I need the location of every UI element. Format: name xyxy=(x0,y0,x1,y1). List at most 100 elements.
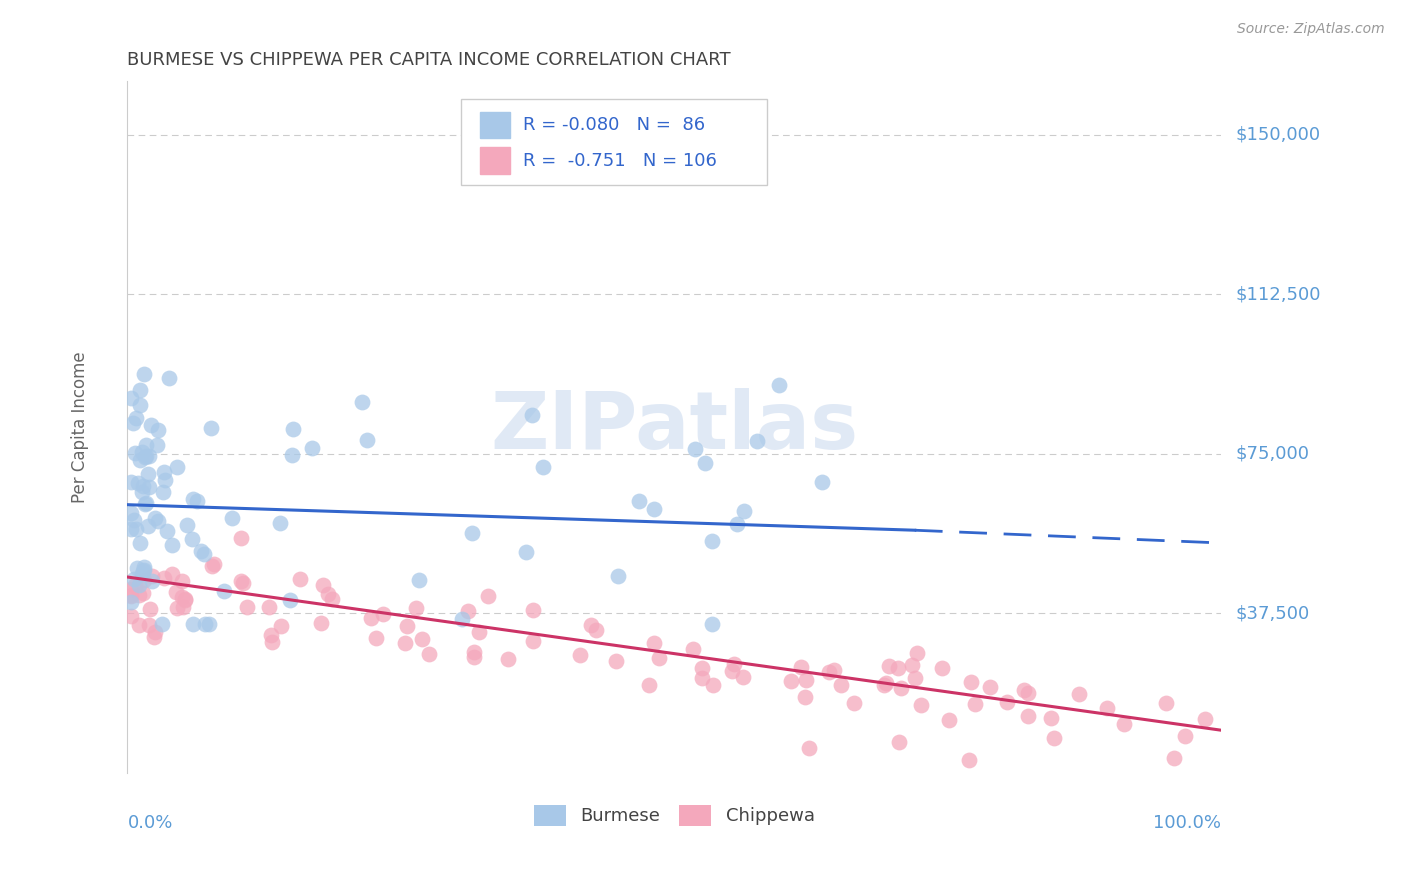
Point xyxy=(394,636,416,650)
Point xyxy=(979,680,1001,694)
Point xyxy=(522,633,544,648)
Point xyxy=(797,740,820,755)
Point xyxy=(278,593,301,607)
Point xyxy=(134,497,156,511)
Point xyxy=(690,671,713,685)
Point xyxy=(316,587,339,601)
Point xyxy=(262,634,284,648)
Point xyxy=(643,636,665,650)
Point xyxy=(128,618,150,632)
Point xyxy=(131,566,153,581)
Point xyxy=(181,491,204,506)
Point xyxy=(938,713,960,727)
Point xyxy=(1194,712,1216,726)
Point xyxy=(122,572,145,586)
Point xyxy=(155,473,177,487)
Point xyxy=(643,501,665,516)
Point xyxy=(702,616,724,631)
Point xyxy=(125,561,148,575)
Point xyxy=(411,632,433,646)
Point xyxy=(176,517,198,532)
Point xyxy=(823,663,845,677)
Point xyxy=(202,558,225,572)
Point xyxy=(136,467,159,481)
Point xyxy=(129,453,152,467)
Point xyxy=(134,559,156,574)
Legend: Burmese, Chippewa: Burmese, Chippewa xyxy=(527,797,823,833)
Point xyxy=(121,416,143,430)
Point xyxy=(127,476,149,491)
Point xyxy=(522,603,544,617)
Point xyxy=(725,516,748,531)
Point xyxy=(124,446,146,460)
Point xyxy=(1154,696,1177,710)
Point xyxy=(768,377,790,392)
Point xyxy=(166,601,188,615)
Point xyxy=(457,605,479,619)
Point xyxy=(172,574,194,589)
Point xyxy=(515,545,537,559)
Text: Source: ZipAtlas.com: Source: ZipAtlas.com xyxy=(1237,22,1385,37)
Point xyxy=(890,681,912,695)
Point xyxy=(288,572,311,586)
Point xyxy=(780,674,803,689)
Text: $112,500: $112,500 xyxy=(1236,285,1320,303)
Point xyxy=(451,612,474,626)
Point xyxy=(172,600,194,615)
Point xyxy=(396,618,419,632)
Point xyxy=(150,616,173,631)
Text: 0.0%: 0.0% xyxy=(128,814,173,832)
Point xyxy=(125,411,148,425)
Point xyxy=(120,588,142,602)
Point xyxy=(120,522,142,536)
Point xyxy=(128,578,150,592)
Point xyxy=(120,608,142,623)
Point xyxy=(132,563,155,577)
Point xyxy=(887,661,910,675)
Point xyxy=(723,657,745,671)
Point xyxy=(1017,686,1039,700)
Point xyxy=(309,615,332,630)
Point xyxy=(181,616,204,631)
Point xyxy=(152,484,174,499)
Point xyxy=(1163,750,1185,764)
Point xyxy=(408,573,430,587)
Point xyxy=(793,690,815,704)
Point xyxy=(364,631,387,645)
Point xyxy=(702,534,724,549)
Point xyxy=(692,661,714,675)
Point xyxy=(901,657,924,672)
Point xyxy=(269,516,291,530)
Point xyxy=(1114,717,1136,731)
Point xyxy=(120,506,142,520)
Point xyxy=(321,592,343,607)
Point xyxy=(360,611,382,625)
Point xyxy=(198,616,221,631)
Point xyxy=(120,595,142,609)
Point xyxy=(148,515,170,529)
Point xyxy=(124,578,146,592)
Point xyxy=(498,651,520,665)
Point xyxy=(260,628,283,642)
Point xyxy=(1039,711,1062,725)
Point xyxy=(229,532,252,546)
Point xyxy=(731,670,754,684)
Point xyxy=(931,661,953,675)
Point xyxy=(120,475,142,490)
Point xyxy=(463,650,485,665)
Point xyxy=(200,558,222,573)
Point xyxy=(134,450,156,465)
Point xyxy=(166,460,188,475)
Point xyxy=(520,409,543,423)
Text: ZIPatlas: ZIPatlas xyxy=(491,388,858,466)
Point xyxy=(160,538,183,552)
Point xyxy=(281,448,304,462)
Point xyxy=(995,695,1018,709)
Point xyxy=(142,630,165,644)
Point xyxy=(136,518,159,533)
Point xyxy=(135,449,157,463)
Point xyxy=(702,678,724,692)
Point xyxy=(418,647,440,661)
Point xyxy=(236,600,259,615)
Point xyxy=(174,593,197,607)
